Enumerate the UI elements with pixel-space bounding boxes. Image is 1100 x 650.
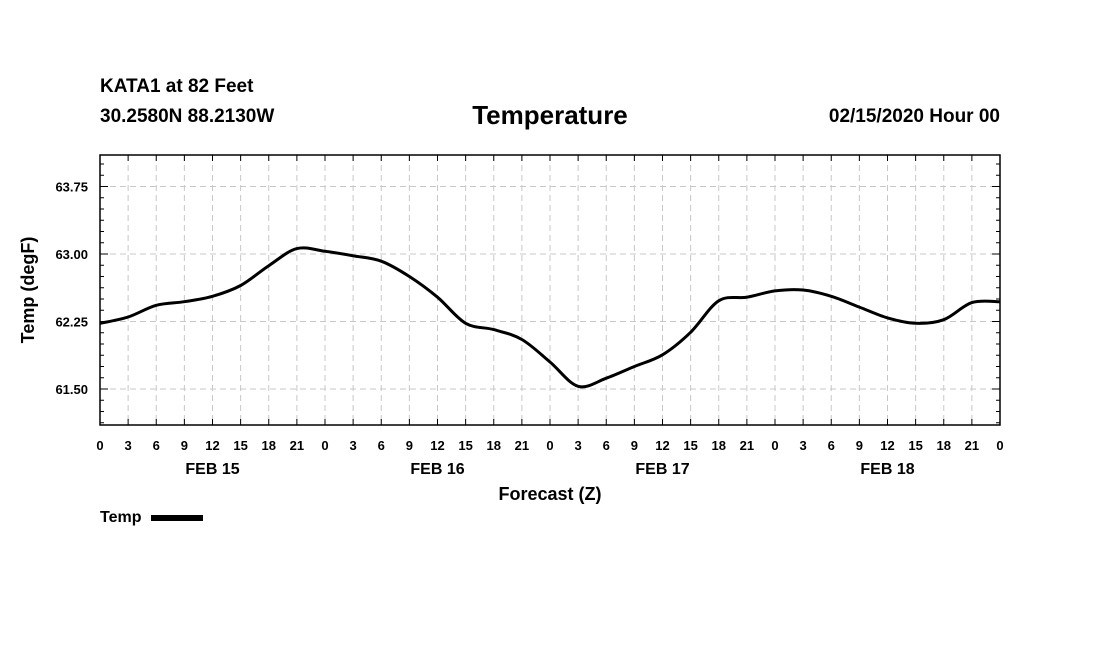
forecast-timestamp: 02/15/2020 Hour 00: [828, 106, 1000, 127]
x-tick-label: 12: [430, 438, 444, 453]
x-tick-label: 9: [631, 438, 638, 453]
x-tick-label: 3: [575, 438, 582, 453]
coordinates-label: 30.2580N 88.2130W: [100, 106, 275, 127]
x-tick-label: 0: [996, 438, 1003, 453]
x-tick-label: 21: [740, 438, 754, 453]
x-tick-label: 18: [712, 438, 726, 453]
day-label: FEB 17: [635, 461, 689, 478]
y-axis-title: Temp (degF): [18, 237, 38, 344]
day-label: FEB 16: [410, 461, 464, 478]
temp-series-line: [99, 246, 1001, 389]
y-tick-label: 61.50: [55, 382, 88, 397]
x-tick-label: 18: [937, 438, 951, 453]
y-tick-label: 63.75: [55, 180, 88, 195]
x-tick-label: 9: [181, 438, 188, 453]
legend: Temp: [100, 509, 204, 527]
y-tick-label: 62.25: [55, 315, 88, 330]
x-tick-label: 21: [515, 438, 529, 453]
x-tick-label: 6: [828, 438, 835, 453]
x-tick-label: 15: [233, 438, 247, 453]
x-tick-label: 12: [880, 438, 894, 453]
x-tick-label: 12: [655, 438, 669, 453]
x-tick-label: 12: [205, 438, 219, 453]
x-axis-title: Forecast (Z): [498, 484, 601, 504]
x-tick-label: 0: [771, 438, 778, 453]
x-tick-label: 3: [800, 438, 807, 453]
x-tick-label: 9: [856, 438, 863, 453]
day-label: FEB 18: [860, 461, 914, 478]
chart-title: Temperature: [472, 100, 628, 130]
x-tick-label: 18: [487, 438, 501, 453]
x-tick-label: 15: [683, 438, 697, 453]
x-tick-label: 18: [262, 438, 276, 453]
y-tick-label: 63.00: [55, 247, 88, 262]
day-label: FEB 15: [185, 461, 239, 478]
station-label: KATA1 at 82 Feet: [100, 76, 254, 97]
x-tick-label: 9: [406, 438, 413, 453]
x-tick-label: 3: [125, 438, 132, 453]
x-tick-label: 15: [458, 438, 472, 453]
x-tick-label: 6: [603, 438, 610, 453]
x-tick-label: 21: [290, 438, 304, 453]
x-tick-label: 15: [908, 438, 922, 453]
x-tick-label: 6: [378, 438, 385, 453]
x-tick-label: 3: [350, 438, 357, 453]
x-tick-label: 0: [96, 438, 103, 453]
x-tick-label: 0: [546, 438, 553, 453]
legend-label: Temp: [100, 509, 142, 526]
x-tick-label: 6: [153, 438, 160, 453]
legend-swatch: [151, 515, 204, 521]
x-tick-label: 21: [965, 438, 979, 453]
x-tick-label: 0: [321, 438, 328, 453]
